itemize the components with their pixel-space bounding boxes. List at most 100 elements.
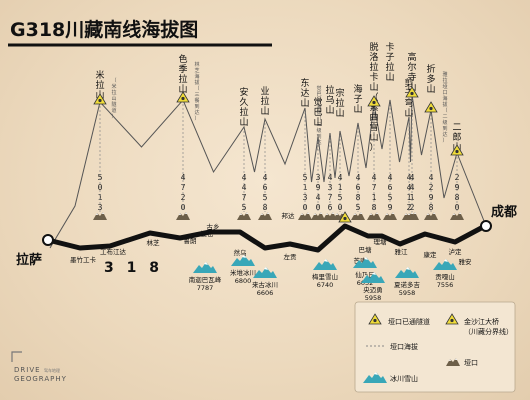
tunnel-hole	[429, 106, 433, 111]
mountain-icon	[311, 212, 325, 220]
town-label: 邦达	[282, 211, 296, 220]
town-label: 工布江达	[100, 247, 127, 256]
legend-pass-icon	[446, 358, 460, 366]
legend-bridge-note: （川藏分界线）	[464, 327, 513, 336]
tunnel-note: 林芝海拔（三餐到达）	[194, 61, 199, 122]
town-label: 康定	[424, 250, 438, 259]
glacier-mountain	[193, 262, 217, 273]
pass-mountain-icon	[258, 212, 272, 220]
pass-elevation-layer: 米拉山5013（米拉山隧道）色季拉山4720林芝海拔（三餐到达）安久拉山4475…	[49, 41, 487, 249]
tunnel-hole	[410, 91, 414, 96]
snowcap-icon	[354, 212, 362, 215]
tunnel-hole	[373, 318, 377, 323]
tunnel-note: 雅拉垭口海拔（二级到达）	[442, 71, 447, 144]
tunnel-icon	[424, 101, 438, 113]
snowcap-icon	[96, 212, 104, 215]
snow-mountain-name: 夏诺多吉	[394, 280, 421, 289]
mountain-icon	[258, 212, 272, 220]
snowcap-icon	[405, 212, 413, 215]
snow-mountain-layer: 南迦巴瓦峰7787米堆冰川6800来古冰川6606梅里雪山6740仙乃日6032…	[189, 255, 457, 302]
glacier-mountain	[313, 259, 337, 270]
snow-mountain-name: 仙乃日	[355, 270, 375, 279]
tunnel-icon	[367, 95, 381, 107]
mountain-icon	[424, 212, 438, 220]
snow-mountain-height: 6606	[257, 289, 274, 297]
glacier-mountain	[433, 259, 457, 270]
mountain-icon	[367, 212, 381, 220]
pass-mountain-icon	[367, 212, 381, 220]
glacier-snowcap	[204, 262, 208, 265]
legend-tunnel-label: 垭口已通隧道	[388, 317, 430, 326]
pass-name-label: 业拉山	[260, 86, 269, 117]
tunnel-icon	[93, 93, 107, 105]
town-label: 泸定	[449, 247, 463, 256]
glacier-icon	[433, 259, 457, 270]
start-city-marker	[42, 234, 54, 246]
town-label: 巴塘	[359, 245, 373, 254]
start-city-label: 拉萨	[16, 252, 42, 268]
legend-box	[354, 301, 516, 393]
pass-name-label: 海子山	[353, 83, 362, 115]
pass-mountain-icon	[383, 212, 397, 220]
end-city-label: 成都	[491, 204, 517, 220]
tunnel-icon	[405, 86, 419, 98]
pass-mountain-icon	[311, 212, 325, 220]
brand-line1: DRIVE	[14, 366, 41, 374]
mountain-icon	[176, 212, 190, 220]
glacier-snowcap	[364, 257, 368, 260]
town-label: 林芝	[147, 238, 161, 247]
pass-mountain-icon	[323, 212, 337, 220]
snow-mountain-height: 7556	[437, 281, 454, 289]
snowcap-icon	[386, 212, 394, 215]
legend-pass-label: 垭口	[464, 359, 478, 367]
glacier-mountain	[363, 372, 387, 383]
route-extras: 拉萨 成都 3 1 8	[16, 204, 517, 276]
g318-road-line	[45, 223, 488, 253]
tunnel-icon	[338, 211, 352, 223]
town-label: 雅江	[395, 248, 409, 256]
pass-mountain-icon	[405, 212, 419, 220]
snowcap-icon	[301, 212, 309, 215]
tunnel-icon	[176, 91, 190, 103]
town-label: 墨竹工卡	[70, 255, 97, 264]
pass-name-label: 卡子拉山	[385, 41, 394, 83]
glacier-snowcap	[374, 372, 378, 375]
snowcap-icon	[453, 212, 461, 215]
glacier-icon	[395, 267, 419, 278]
glacier-icon	[363, 372, 387, 383]
glacier-mountain	[253, 267, 277, 278]
glacier-snowcap	[324, 259, 328, 262]
snowcap-icon	[336, 212, 344, 215]
snow-mountain-name: 梅里雪山	[312, 272, 338, 281]
town-label: 古乡	[207, 222, 220, 231]
snowcap-icon	[314, 212, 322, 215]
tunnel-hole	[455, 149, 459, 154]
glacier-snowcap	[406, 267, 410, 270]
brand-line2: GEOGRAPHY	[14, 375, 67, 383]
glacier-snowcap	[264, 267, 268, 270]
snowcap-icon	[370, 212, 378, 215]
mountain-icon	[298, 212, 312, 220]
snowcap-icon	[326, 212, 334, 215]
mountain-icon	[383, 212, 397, 220]
pass-mountain-icon	[176, 212, 190, 220]
snow-mountain-name: 米堆冰川	[230, 268, 256, 277]
tunnel-hole	[343, 216, 347, 221]
tunnel-note: （米拉山隧道）	[111, 78, 116, 120]
town-label: 波密	[201, 229, 215, 238]
glacier-mountain	[231, 255, 255, 266]
pass-name-label: 拉乌山	[325, 84, 334, 116]
glacier-icon	[353, 257, 377, 268]
map-title: G318川藏南线海拔图	[10, 18, 198, 41]
pass-mountain-icon	[450, 212, 464, 220]
pass-mountain-icon	[298, 212, 312, 220]
mountain-icon	[450, 212, 464, 220]
pass-mountain-icon	[237, 212, 251, 220]
glacier-icon	[253, 267, 277, 278]
town-label: 雅安	[459, 257, 473, 266]
tunnel-note: 觉巴山海拔（三级到达）	[316, 85, 321, 152]
